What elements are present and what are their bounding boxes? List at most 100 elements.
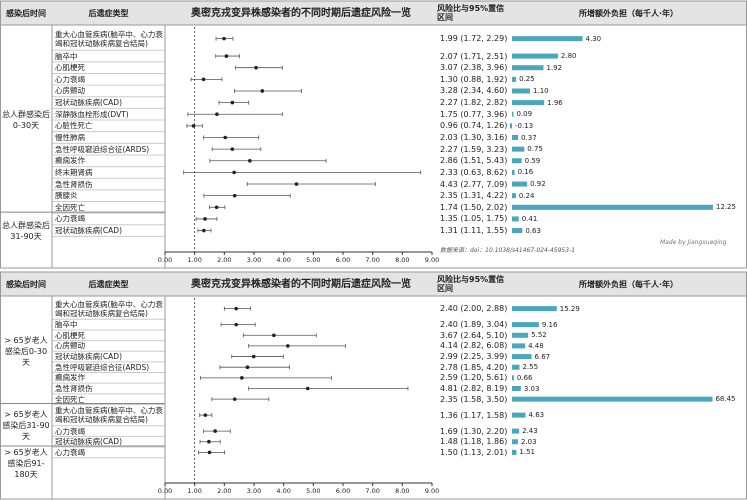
burden-bar (512, 216, 519, 222)
burden-bar (512, 343, 526, 349)
estimate-point (213, 429, 217, 433)
estimate-point (201, 77, 206, 82)
burden-bar (512, 111, 514, 117)
burden-label: 12.25 (715, 203, 736, 212)
outcome-header: 后遗症类型 (88, 8, 129, 18)
outcome-label: 癫痫发作 (55, 156, 85, 166)
ratio-label: 0.96 (0.74, 1.26) (440, 121, 508, 131)
outcome-label: 全因死亡 (55, 394, 85, 404)
burden-label: 0.09 (516, 110, 533, 119)
outcome-label: 终末期肾病 (55, 167, 93, 177)
burden-label: 5.52 (531, 331, 547, 340)
burden-bar (512, 306, 557, 312)
burden-bar (512, 88, 531, 94)
estimate-point (230, 147, 235, 151)
outcome-header: 后遗症类型 (88, 279, 129, 289)
burden-label: 4.30 (585, 34, 602, 43)
outcome-label: 急性肾损伤 (55, 383, 93, 393)
x-tick-label: 0.00 (157, 256, 173, 264)
burden-bar (509, 123, 512, 129)
ratio-label: 1.99 (1.72, 2.29) (440, 34, 508, 44)
burden-bar (512, 135, 519, 140)
burden-bar (512, 158, 522, 164)
group-label: > 65岁老人感染后31-90天 (2, 410, 50, 442)
header-band (0, 271, 747, 297)
burden-label: 2.80 (560, 52, 577, 61)
burden-label: 0.63 (525, 226, 541, 235)
x-tick-label: 0.00 (157, 487, 173, 495)
period-header: 感染后时间 (6, 8, 46, 18)
burden-label: 4.63 (528, 411, 545, 420)
outcome-label: 全因死亡 (55, 202, 85, 212)
estimate-point (202, 228, 206, 233)
ratio-label: 4.43 (2.77, 7.09) (440, 179, 508, 189)
burden-bar (512, 76, 517, 82)
burden-label: -0.13 (515, 121, 534, 130)
estimate-point (207, 450, 212, 455)
ratio-label: 4.81 (2.82, 8.19) (440, 384, 508, 393)
estimate-point (245, 365, 250, 370)
x-tick-label: 4.00 (276, 487, 291, 495)
ratio-label: 2.03 (1.30, 3.16) (440, 133, 508, 142)
outcome-label: 心脏性死亡 (55, 121, 93, 131)
outcome-label: 心房颤动 (55, 86, 85, 96)
estimate-point (286, 344, 290, 348)
burden-label: 2.55 (522, 363, 539, 372)
ratio-label: 4.14 (2.82, 6.08) (440, 341, 508, 351)
estimate-point (203, 413, 208, 417)
group-label: > 65岁老人感染后0-30天 (4, 335, 48, 367)
outcome-label: 心肌梗死 (55, 330, 85, 340)
ratio-label: 2.40 (2.00, 2.88) (440, 304, 508, 314)
estimate-point (223, 135, 228, 140)
ratio-label: 2.33 (0.63, 8.62) (440, 167, 508, 177)
burden-label: 0.92 (530, 180, 546, 189)
x-tick-label: 3.00 (246, 487, 262, 495)
ratio-header: 风险比与95%置信区间 (437, 275, 505, 293)
burden-bar (512, 53, 558, 59)
outcome-label: 冠状动脉疾病(CAD) (55, 437, 122, 447)
estimate-point (222, 36, 226, 41)
burden-bar (512, 449, 517, 455)
x-tick-label: 6.00 (335, 487, 351, 495)
ratio-label: 2.59 (1.20, 5.61) (440, 373, 508, 383)
source-note: 数据来源：doi：10.1038/s41467-024-45953-1 (440, 247, 576, 254)
burden-bar (512, 181, 528, 187)
outcome-label: 深静脉血栓形成(DVT) (55, 109, 129, 119)
estimate-point (230, 100, 235, 105)
estimate-point (215, 112, 219, 117)
burden-label: 1.51 (519, 448, 536, 457)
burden-label: 1.10 (533, 86, 549, 95)
outcome-label: 重大心血管疾病(脑卒中、心力衰竭和冠状动脉疾病复合结局) (55, 406, 163, 425)
burden-label: 2.43 (522, 427, 538, 436)
burden-bar (512, 375, 514, 381)
estimate-point (240, 376, 244, 380)
burden-label: 0.37 (521, 133, 537, 142)
estimate-point (232, 397, 237, 401)
outcome-label: 急性呼吸窘迫综合征(ARDS) (55, 144, 150, 154)
estimate-point (234, 306, 238, 311)
period-header: 感染后时间 (6, 279, 46, 289)
burden-label: 0.41 (521, 214, 538, 223)
group-label: 总人群感染后0-30天 (2, 110, 50, 131)
ratio-label: 1.31 (1.11, 1.55) (440, 226, 508, 236)
burden-header: 所增额外负担（每千人·年） (578, 8, 679, 18)
outcome-label: 重大心血管疾病(脑卒中、心力衰竭和冠状动脉疾病复合结局) (55, 29, 163, 48)
x-tick-label: 1.00 (187, 256, 202, 264)
ratio-label: 1.74 (1.50, 2.02) (440, 202, 508, 212)
ratio-label: 2.27 (1.59, 3.23) (440, 144, 508, 154)
ratio-label: 3.07 (2.38, 3.96) (440, 63, 508, 73)
burden-bar (512, 354, 532, 360)
burden-label: 4.48 (528, 341, 544, 350)
outcome-label: 冠状动脉疾病(CAD) (55, 98, 122, 108)
burden-label: 0.25 (519, 75, 535, 84)
burden-bar (512, 36, 583, 42)
outcome-label: 慢性肺病 (55, 132, 85, 142)
outcome-label: 心肌梗死 (55, 63, 85, 73)
ratio-label: 2.27 (1.82, 2.82) (440, 98, 508, 108)
x-tick-label: 8.00 (395, 487, 410, 495)
burden-bar (512, 169, 515, 175)
estimate-point (224, 54, 229, 58)
outcome-label: 冠状动脉疾病(CAD) (55, 226, 122, 236)
burden-label: 3.03 (523, 384, 540, 393)
